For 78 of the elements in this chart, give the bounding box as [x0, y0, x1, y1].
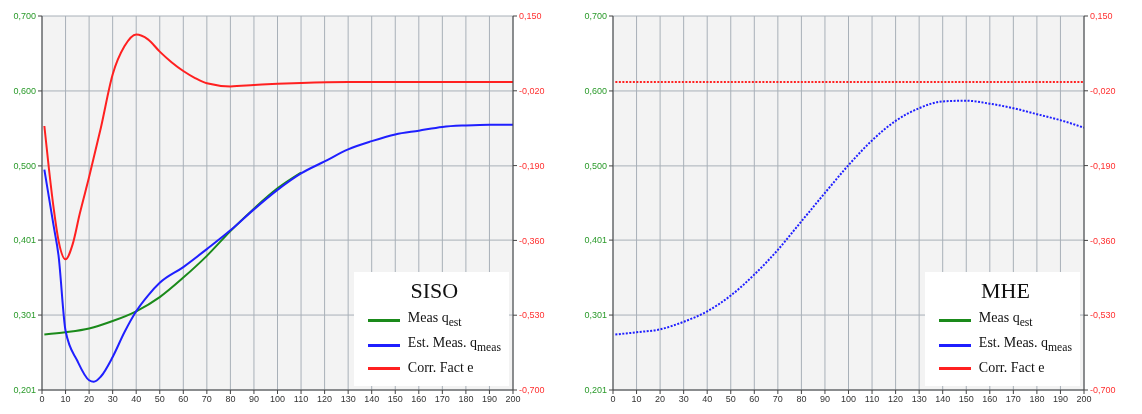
x-tick-label: 10 — [631, 394, 642, 405]
y-tick-label: 0,301 — [584, 310, 607, 321]
x-tick-label: 80 — [225, 394, 236, 405]
y2-tick-label: -0,020 — [519, 86, 545, 96]
x-tick-label: 160 — [411, 394, 427, 405]
y-tick-label: 0,700 — [13, 11, 36, 22]
y-tick-label: 0,401 — [584, 235, 607, 246]
x-tick-label: 150 — [958, 394, 974, 405]
y-tick-label: 0,201 — [13, 385, 36, 396]
y-tick-label: 0,500 — [13, 161, 36, 172]
x-tick-label: 200 — [505, 394, 521, 405]
legend-label: Meas q$_{est}$ — [407, 309, 462, 332]
x-tick-label: 110 — [864, 394, 880, 405]
x-tick-label: 50 — [154, 394, 165, 405]
x-tick-label: 120 — [888, 394, 904, 405]
x-tick-label: 130 — [340, 394, 356, 405]
legend-label: Corr. Fact e — [978, 359, 1045, 377]
y-tick-label: 0,500 — [584, 161, 607, 172]
legend-title: MHE — [979, 278, 1031, 305]
x-tick-label: 40 — [702, 394, 713, 405]
y-tick-label: 0,301 — [13, 310, 36, 321]
x-tick-label: 20 — [655, 394, 666, 405]
y2-tick-label: -0,700 — [519, 385, 545, 396]
x-tick-label: 130 — [911, 394, 927, 405]
x-tick-label: 110 — [293, 394, 309, 405]
line-series — [43, 123, 513, 383]
x-tick-label: 30 — [107, 394, 118, 405]
y-tick-label: 0,401 — [13, 235, 36, 246]
y-tick-label: 0,201 — [584, 385, 607, 396]
x-tick-label: 140 — [364, 394, 380, 405]
y-tick-label: 0,700 — [584, 11, 607, 22]
x-tick-label: 10 — [60, 394, 71, 405]
y2-tick-label: -0,530 — [519, 310, 545, 321]
x-tick-label: 0 — [610, 394, 616, 405]
x-tick-label: 60 — [749, 394, 760, 405]
legend-label: Meas q$_{est}$ — [978, 309, 1033, 332]
y-tick-label: 0,600 — [13, 86, 36, 97]
y2-tick-label: -0,700 — [1090, 385, 1116, 396]
x-tick-label: 0 — [39, 394, 45, 405]
x-tick-label: 40 — [131, 394, 142, 405]
x-tick-label: 90 — [819, 394, 830, 405]
x-tick-label: 190 — [1052, 394, 1068, 405]
x-tick-label: 180 — [1029, 394, 1045, 405]
x-tick-label: 100 — [840, 394, 857, 405]
x-tick-label: 80 — [796, 394, 807, 405]
y2-tick-label: -0,360 — [519, 235, 545, 246]
y2-tick-label: -0,360 — [1090, 235, 1116, 246]
x-tick-label: 90 — [248, 394, 259, 405]
y2-tick-label: -0,190 — [1090, 160, 1116, 171]
legend-label: Est. Meas. q$_{meas}$ — [978, 334, 1072, 356]
x-tick-label: 120 — [317, 394, 333, 405]
x-tick-label: 190 — [481, 394, 497, 405]
y2-tick-label: 0,150 — [519, 11, 542, 22]
y2-tick-label: -0,020 — [1090, 86, 1116, 96]
legend-label: Corr. Fact e — [407, 359, 474, 377]
legend-title: SISO — [409, 278, 460, 305]
line-series — [43, 33, 513, 261]
x-tick-label: 200 — [1076, 394, 1092, 405]
x-tick-label: 70 — [772, 394, 783, 405]
x-tick-label: 60 — [178, 394, 189, 405]
legend-label: Est. Meas. q$_{meas}$ — [407, 334, 501, 356]
y2-tick-label: -0,190 — [519, 160, 545, 171]
x-tick-label: 150 — [387, 394, 403, 405]
x-tick-label: 160 — [982, 394, 998, 405]
x-tick-label: 170 — [434, 394, 450, 405]
x-tick-label: 50 — [725, 394, 736, 405]
x-tick-label: 70 — [201, 394, 212, 405]
x-tick-label: 140 — [935, 394, 951, 405]
x-tick-label: 20 — [84, 394, 95, 405]
y-tick-label: 0,600 — [584, 86, 607, 97]
x-tick-label: 170 — [1005, 394, 1021, 405]
x-tick-label: 180 — [458, 394, 474, 405]
x-tick-label: 30 — [678, 394, 689, 405]
line-series — [43, 171, 303, 336]
y2-tick-label: -0,530 — [1090, 310, 1116, 321]
x-tick-label: 100 — [269, 394, 286, 405]
y2-tick-label: 0,150 — [1090, 11, 1113, 22]
line-series — [614, 99, 1084, 336]
